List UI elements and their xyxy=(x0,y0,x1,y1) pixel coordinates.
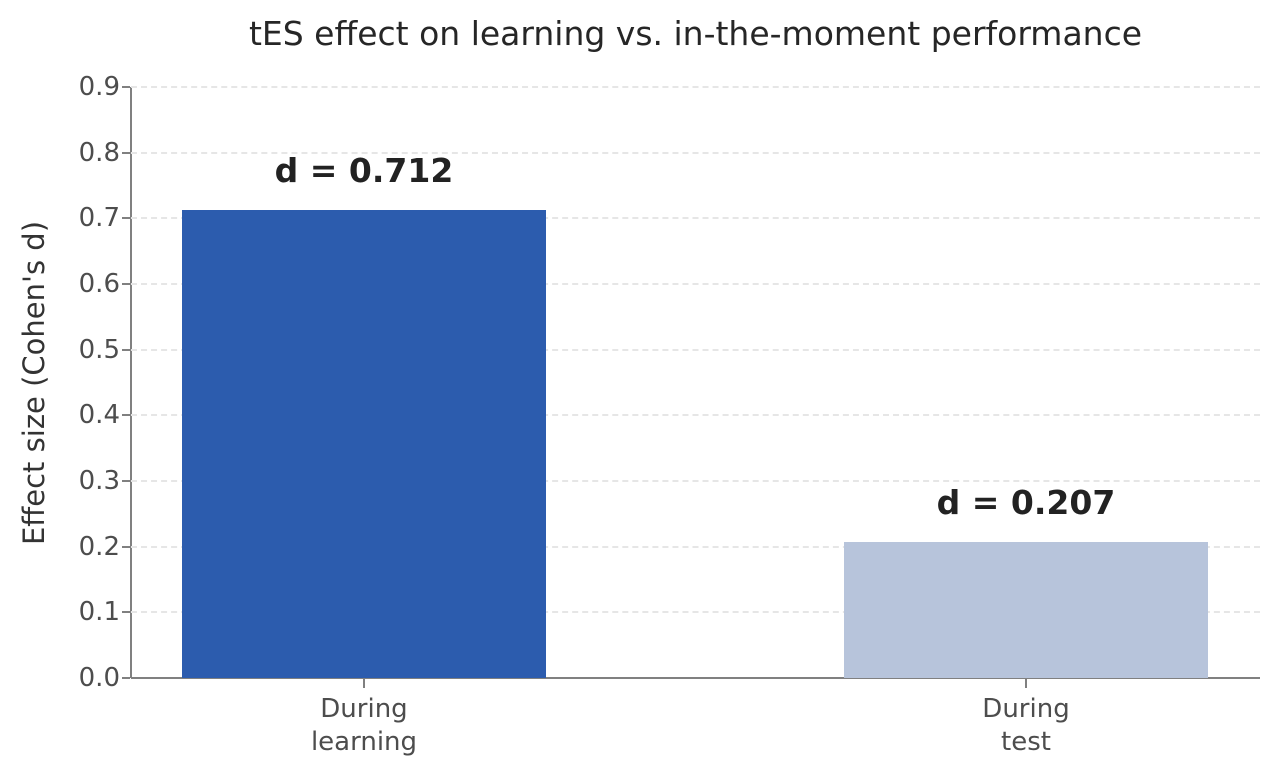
x-axis-line xyxy=(131,677,1260,679)
y-axis-label: Effect size (Cohen's d) xyxy=(17,220,51,546)
gridline xyxy=(131,545,1260,548)
x-tick-mark xyxy=(1025,679,1027,688)
bar-value-label: d = 0.207 xyxy=(936,483,1116,523)
y-tick-mark xyxy=(122,480,130,482)
y-tick-mark xyxy=(122,86,130,88)
x-tick-mark xyxy=(363,679,365,688)
gridline xyxy=(131,480,1260,482)
gridline xyxy=(131,611,1260,614)
y-tick-label: 0.5 xyxy=(78,334,120,365)
y-tick-mark xyxy=(122,611,130,614)
gridline xyxy=(131,217,1260,220)
y-tick-mark xyxy=(122,414,130,417)
y-axis-line xyxy=(130,87,132,678)
y-tick-label: 0.1 xyxy=(78,597,120,628)
gridline xyxy=(131,414,1260,417)
y-tick-label: 0.2 xyxy=(78,531,120,562)
y-tick-label: 0.7 xyxy=(78,203,120,234)
y-tick-mark xyxy=(122,348,130,351)
x-tick-label: During learning xyxy=(310,694,418,757)
y-tick-mark xyxy=(122,151,130,154)
gridline xyxy=(131,348,1260,351)
plot-area: 0.0 0.1 0.2 0.3 0.4 0.5 0.6 0.7 0.8 0.9 d = 0.712 D… xyxy=(79,72,1260,757)
y-tick-label: 0.9 xyxy=(78,72,120,102)
bar-value-label: d = 0.712 xyxy=(274,151,454,191)
y-tick-mark xyxy=(122,217,130,220)
x-tick-label: During test xyxy=(982,694,1070,757)
gridline xyxy=(131,151,1260,154)
y-tick-mark xyxy=(122,545,130,548)
y-tick-label: 0.0 xyxy=(78,663,120,693)
gridline xyxy=(131,283,1260,285)
bar xyxy=(182,210,546,678)
y-tick-label: 0.8 xyxy=(78,137,120,168)
gridline xyxy=(131,86,1260,88)
y-tick-label: 0.4 xyxy=(78,400,120,431)
y-tick-mark xyxy=(122,677,130,679)
y-tick-mark xyxy=(122,283,130,285)
chart-title: tES effect on learning vs. in-the-moment… xyxy=(248,14,1143,53)
y-tick-label: 0.3 xyxy=(78,466,120,496)
y-tick-label: 0.6 xyxy=(78,269,120,299)
bar xyxy=(844,542,1208,678)
